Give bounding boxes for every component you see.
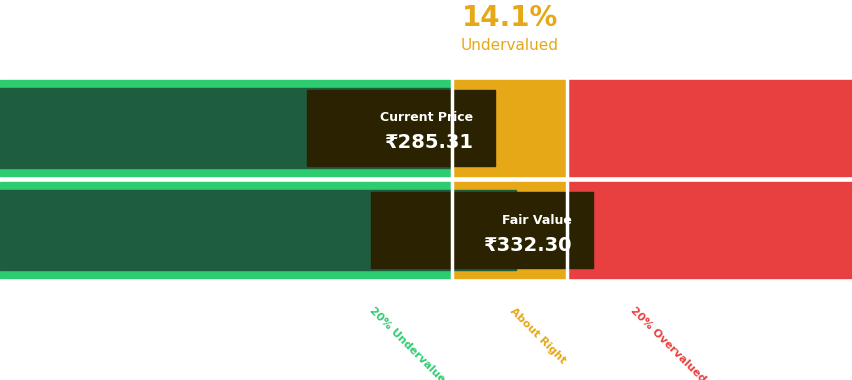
Text: 20% Overvalued: 20% Overvalued — [628, 306, 707, 380]
Text: Current Price: Current Price — [380, 111, 473, 124]
Text: Fair Value: Fair Value — [501, 214, 571, 226]
Bar — [452, 80, 567, 176]
Bar — [371, 192, 592, 268]
Bar — [307, 90, 494, 166]
Text: 14.1%: 14.1% — [461, 4, 557, 32]
Text: About Right: About Right — [507, 306, 567, 365]
Bar — [0, 190, 515, 270]
Text: ₹285.31: ₹285.31 — [384, 133, 473, 152]
Text: ₹332.30: ₹332.30 — [482, 236, 571, 255]
Text: Undervalued: Undervalued — [460, 38, 558, 53]
Bar — [452, 182, 567, 278]
Bar — [0, 80, 452, 176]
Bar — [567, 80, 852, 176]
Bar — [567, 182, 852, 278]
Text: 20% Undervalued: 20% Undervalued — [367, 306, 452, 380]
Bar — [0, 88, 452, 168]
Bar — [0, 182, 452, 278]
